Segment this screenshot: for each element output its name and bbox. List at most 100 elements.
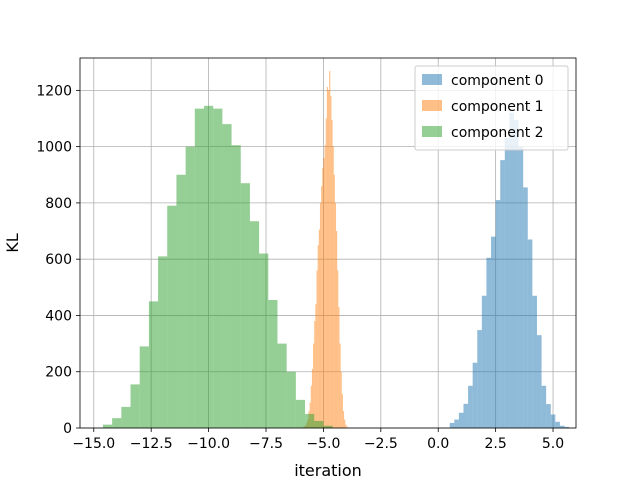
histogram-bar <box>314 420 324 428</box>
y-tick-label: 800 <box>45 196 72 212</box>
histogram-bar <box>330 95 332 428</box>
histogram-bar <box>546 404 551 428</box>
histogram-bar <box>268 299 278 428</box>
histogram-bar <box>259 253 269 428</box>
histogram-bar <box>185 146 195 429</box>
bars-layer <box>102 71 570 429</box>
histogram-bar <box>541 385 547 428</box>
histogram-bar <box>346 426 348 428</box>
x-tick-label: −2.5 <box>364 436 398 452</box>
histogram-bar <box>194 108 204 428</box>
histogram-bar <box>491 236 496 428</box>
legend-swatch <box>422 126 442 137</box>
y-tick-label: 1200 <box>36 83 72 99</box>
x-tick-label: −12.5 <box>130 436 173 452</box>
histogram-bar <box>449 422 455 428</box>
histogram-bar <box>509 112 514 429</box>
histogram-bar <box>332 146 334 429</box>
histogram-bar <box>231 145 241 428</box>
histogram-bar <box>472 362 478 428</box>
histogram-bar <box>158 256 168 428</box>
histogram-bar <box>336 231 338 428</box>
histogram-bar <box>112 418 122 428</box>
histogram-bar <box>323 425 333 428</box>
histogram-bar <box>319 202 322 428</box>
histogram-bar <box>536 335 542 428</box>
histogram-bar <box>344 419 346 428</box>
histogram-bar <box>468 385 473 428</box>
x-tick-label: 5.0 <box>542 436 564 452</box>
histogram-bar <box>295 399 306 428</box>
y-axis-label: KL <box>3 233 22 252</box>
legend: component 0 component 1 component 2 <box>414 65 569 151</box>
y-tick-label: 200 <box>45 365 72 381</box>
axes-spines <box>79 57 577 429</box>
histogram-bar <box>454 419 459 428</box>
histogram-bar <box>345 424 347 428</box>
histogram-bar <box>341 394 343 428</box>
histogram-bar <box>139 346 149 428</box>
histogram-bar <box>130 384 140 428</box>
legend-frame <box>414 65 569 151</box>
histogram-bar <box>337 270 339 428</box>
axes-frame <box>79 57 577 429</box>
x-axis-label: iteration <box>294 461 362 480</box>
histogram-bar <box>321 186 323 428</box>
ticks-layer: −15.0 −12.5 −10.0 −7.5 −5.0 −2.5 0.0 2.5 5.0 0 200… <box>36 83 564 452</box>
histogram-bar <box>514 119 519 429</box>
histogram-bar <box>324 145 326 428</box>
histogram-bar <box>277 343 287 428</box>
histogram-bar <box>504 138 510 428</box>
histogram-bar <box>559 425 565 428</box>
histogram-bar <box>167 205 177 428</box>
histogram-bar <box>555 421 560 428</box>
legend-swatch <box>422 100 442 111</box>
histogram-bar <box>564 426 570 428</box>
histogram-bar <box>339 343 341 428</box>
histogram-bar <box>481 295 487 428</box>
histogram-bar <box>315 304 317 428</box>
histogram-bar <box>311 368 314 428</box>
histogram-bar <box>463 403 469 428</box>
histogram-bar <box>326 86 328 428</box>
histogram-bar <box>518 146 524 429</box>
histogram-bar <box>204 105 214 428</box>
histogram-bar <box>176 174 186 428</box>
histogram-bar <box>318 229 320 428</box>
x-tick-label: −10.0 <box>187 436 230 452</box>
histogram-bar <box>333 174 335 428</box>
histogram-bar <box>340 371 342 428</box>
series-0-bars <box>449 112 570 429</box>
series-1-bars <box>302 71 348 429</box>
histogram-bar <box>102 424 113 428</box>
histogram-bar <box>316 270 318 428</box>
histogram-bar <box>458 412 464 428</box>
x-tick-label: 0.0 <box>427 436 449 452</box>
histogram-bar <box>240 183 250 428</box>
histogram-bar <box>328 90 330 428</box>
histogram-bar <box>477 330 482 428</box>
histogram-bar <box>325 118 327 428</box>
histogram-bar <box>310 385 312 428</box>
histogram-bar <box>121 406 131 428</box>
histogram-bar <box>322 167 324 429</box>
series-2-bars <box>102 105 333 429</box>
histogram-bar <box>486 257 492 428</box>
histogram-bar <box>313 343 315 428</box>
histogram-bar <box>334 202 337 428</box>
histogram-bar <box>338 307 340 428</box>
histogram-bar <box>148 301 159 428</box>
x-tick-label: −7.5 <box>249 436 283 452</box>
histogram-bar <box>550 414 556 428</box>
legend-swatch <box>422 74 442 85</box>
histogram-bar <box>317 245 319 428</box>
histogram-bar <box>329 71 331 428</box>
histogram-bar <box>495 200 501 428</box>
histogram-bar <box>323 157 325 428</box>
legend-label: component 2 <box>451 125 544 141</box>
y-tick-label: 1000 <box>36 140 72 156</box>
x-tick-label: 2.5 <box>484 436 506 452</box>
legend-label: component 0 <box>451 73 544 89</box>
